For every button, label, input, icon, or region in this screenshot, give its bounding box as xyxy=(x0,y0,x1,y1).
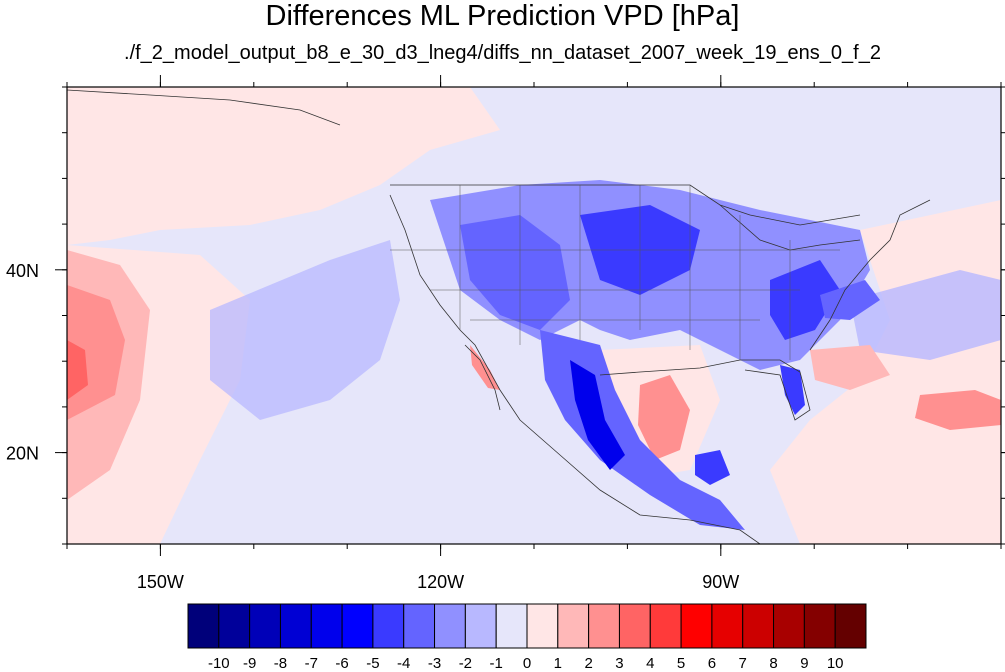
colorbar-label: -10 xyxy=(208,655,230,672)
colorbar-label: -3 xyxy=(428,655,441,672)
field-positive-caribbean xyxy=(810,345,890,390)
colorbar-swatch xyxy=(773,603,805,649)
colorbar-swatch xyxy=(372,603,405,649)
colorbar-swatch xyxy=(218,603,251,649)
field-negative-core-west xyxy=(460,215,570,330)
field-positive-pacific-peak xyxy=(67,340,88,400)
colorbar-swatch xyxy=(557,603,590,649)
colorbar-swatch xyxy=(279,603,312,649)
field-positive-baja xyxy=(470,345,500,390)
colorbar-swatch xyxy=(403,603,436,649)
axis-ticks xyxy=(55,75,1005,556)
colorbar-swatch xyxy=(495,603,528,649)
field-negative-yucatan xyxy=(695,450,730,485)
colorbar-label: -8 xyxy=(274,655,287,672)
colorbar-swatch xyxy=(803,603,836,649)
field-negative-core-east xyxy=(770,260,840,340)
colorbar-label: 4 xyxy=(646,655,654,672)
lat-tick-label: 20N xyxy=(6,444,39,464)
field-pale-positive-north xyxy=(67,87,500,245)
lon-tick-label: 90W xyxy=(702,572,739,592)
colorbar-label: -6 xyxy=(335,655,348,672)
colorbar-swatch xyxy=(588,603,620,649)
colorbar-label: 5 xyxy=(677,655,685,672)
colorbar xyxy=(187,603,867,649)
colorbar-swatch xyxy=(341,603,374,649)
colorbar-label: 8 xyxy=(769,655,777,672)
field-light-negative-ocean xyxy=(210,240,400,420)
colorbar-swatch xyxy=(187,603,220,649)
colorbar-swatch xyxy=(618,603,651,649)
colorbar-label: 0 xyxy=(523,655,531,672)
colorbar-label: -9 xyxy=(243,655,256,672)
colorbar-swatch xyxy=(834,603,867,649)
field-light-negative-atlantic xyxy=(850,270,1001,360)
colorbar-label: -7 xyxy=(305,655,318,672)
colorbar-label: -4 xyxy=(397,655,410,672)
colorbar-swatch xyxy=(526,603,559,649)
colorbar-label: 6 xyxy=(708,655,716,672)
lon-tick-label: 150W xyxy=(137,572,184,592)
colorbar-swatch xyxy=(249,603,281,649)
lon-tick-label: 120W xyxy=(417,572,464,592)
colorbar-label: 1 xyxy=(554,655,562,672)
field-negative-mexico-core xyxy=(570,360,625,470)
field-negative-florida xyxy=(780,365,805,415)
field-positive-gulf xyxy=(638,375,690,460)
map-title: Differences ML Prediction VPD [hPa] xyxy=(265,0,740,32)
colorbar-swatch xyxy=(649,603,682,649)
lat-tick-label: 40N xyxy=(6,261,39,281)
colorbar-label: 3 xyxy=(615,655,623,672)
colorbar-label: 9 xyxy=(800,655,808,672)
colorbar-swatch xyxy=(434,603,466,649)
colorbar-swatch xyxy=(310,603,343,649)
colorbar-swatch xyxy=(711,603,744,649)
colorbar-labels: -10 -9 -8 -7 -6 -5 -4 -3 -2 -1 0 1 2 3 4 5 6 7 8 9 10 xyxy=(208,655,844,672)
map-plot-area xyxy=(67,87,1001,544)
colorbar-swatch xyxy=(742,603,775,649)
colorbar-label: -2 xyxy=(459,655,472,672)
field-positive-atlantic-east xyxy=(915,390,1001,430)
state-borders xyxy=(390,185,840,360)
colorbar-label: -5 xyxy=(366,655,379,672)
colorbar-label: 10 xyxy=(827,655,844,672)
colorbar-label: 7 xyxy=(739,655,747,672)
colorbar-swatch xyxy=(680,603,713,649)
axis-labels: 150W 120W 90W 40N 20N xyxy=(6,261,739,592)
colorbar-swatch xyxy=(464,603,497,649)
colorbar-label: 2 xyxy=(584,655,592,672)
map-subtitle: ./f_2_model_output_b8_e_30_d3_lneg4/diff… xyxy=(124,42,881,64)
colorbar-label: -1 xyxy=(490,655,503,672)
